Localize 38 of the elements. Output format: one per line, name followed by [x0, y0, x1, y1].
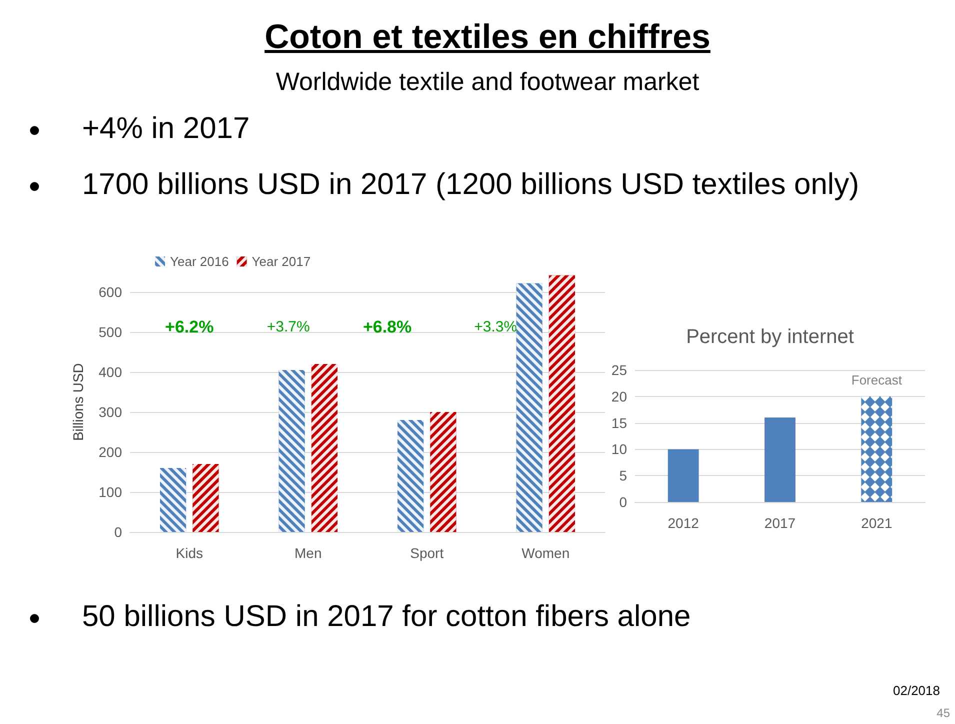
y-tick-label: 200 — [98, 444, 122, 460]
annotation: +6.2% — [165, 318, 214, 336]
y-tick-label: 0 — [114, 524, 122, 540]
y-tick-label: 25 — [611, 362, 628, 378]
annotation: Forecast — [851, 372, 902, 388]
y-tick-label: 15 — [611, 414, 628, 431]
x-tick-label: Sport — [410, 545, 444, 561]
x-tick-label: 2021 — [861, 515, 892, 531]
y-tick-label: 5 — [619, 468, 628, 484]
text: 50 billions USD in 2017 for cotton fibers alone — [81, 600, 691, 634]
x-tick-label: 2017 — [764, 515, 796, 531]
annotation: +6.8% — [362, 318, 412, 336]
annotation: +3.7% — [266, 318, 310, 336]
y-tick-label: 600 — [98, 284, 122, 300]
y-axis-title: Billions USD — [70, 363, 86, 441]
y-tick-label: 20 — [611, 388, 628, 404]
legend-label: Year 2016 — [170, 254, 229, 269]
x-tick-label: Women — [522, 545, 570, 561]
text: 1700 billions USD in 2017 (1200 billions USD textiles only) — [81, 168, 860, 202]
y-tick-label: 10 — [611, 441, 628, 458]
bar — [668, 449, 699, 502]
legend-label: Year 2017 — [252, 254, 311, 269]
x-tick-label: Kids — [176, 545, 203, 561]
y-tick-label: 100 — [98, 484, 122, 500]
bar — [764, 418, 796, 502]
chart-title: Percent by internet — [686, 326, 854, 348]
text: 45 — [936, 706, 950, 720]
text: 02/2018 — [892, 683, 940, 698]
annotation: +3.3% — [474, 318, 518, 336]
x-tick-label: 2012 — [668, 515, 700, 531]
y-tick-label: 400 — [98, 364, 122, 380]
y-tick-label: 300 — [98, 404, 122, 420]
y-tick-label: 500 — [98, 324, 122, 340]
text: Coton et textiles en chiffres — [264, 18, 712, 57]
x-tick-label: Men — [294, 545, 322, 561]
text: +4% in 2017 — [81, 112, 250, 146]
text: Worldwide textile and footwear market — [274, 68, 700, 97]
y-tick-label: 0 — [619, 494, 628, 510]
